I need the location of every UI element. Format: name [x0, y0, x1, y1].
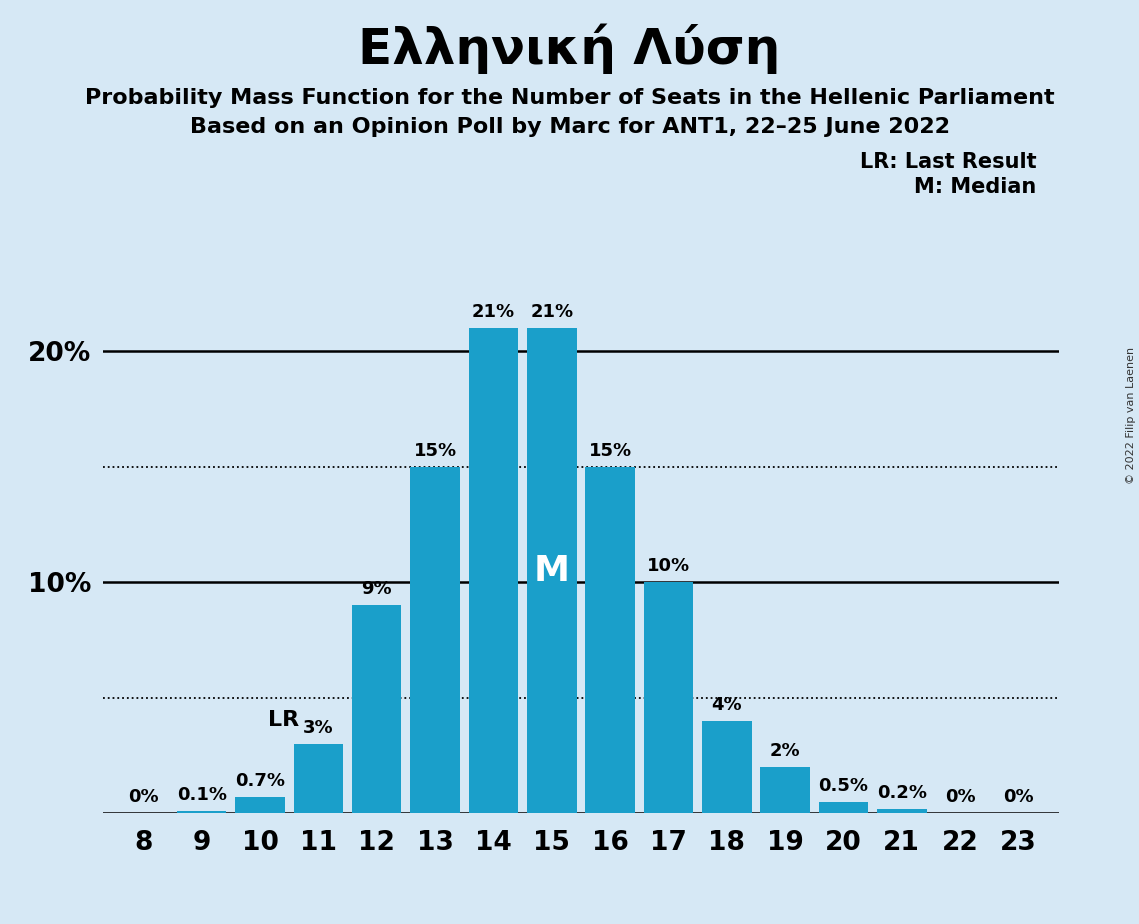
Bar [294, 744, 343, 813]
Bar [819, 802, 868, 813]
Text: Based on an Opinion Poll by Marc for ANT1, 22–25 June 2022: Based on an Opinion Poll by Marc for ANT… [189, 117, 950, 138]
Text: 15%: 15% [589, 442, 632, 460]
Bar [527, 328, 576, 813]
Bar [352, 605, 401, 813]
Bar [468, 328, 518, 813]
Text: 9%: 9% [361, 580, 392, 599]
Text: 0.7%: 0.7% [235, 772, 285, 790]
Text: 21%: 21% [472, 303, 515, 322]
Text: 0%: 0% [128, 788, 158, 806]
Bar [236, 796, 285, 813]
Text: 0.1%: 0.1% [177, 786, 227, 804]
Text: 4%: 4% [712, 696, 741, 713]
Text: 2%: 2% [770, 742, 801, 760]
Text: © 2022 Filip van Laenen: © 2022 Filip van Laenen [1126, 347, 1136, 484]
Bar [877, 808, 926, 813]
Text: 0%: 0% [944, 788, 975, 806]
Bar [585, 467, 634, 813]
Text: 15%: 15% [413, 442, 457, 460]
Text: M: Median: M: Median [915, 177, 1036, 198]
Text: 21%: 21% [530, 303, 573, 322]
Text: Ελληνική Λύση: Ελληνική Λύση [359, 23, 780, 74]
Bar [761, 767, 810, 813]
Bar [644, 582, 694, 813]
Text: LR: Last Result: LR: Last Result [860, 152, 1036, 173]
Bar [410, 467, 460, 813]
Bar [702, 721, 752, 813]
Text: LR: LR [268, 710, 298, 730]
Text: Probability Mass Function for the Number of Seats in the Hellenic Parliament: Probability Mass Function for the Number… [84, 88, 1055, 108]
Text: M: M [534, 553, 570, 588]
Text: 0.5%: 0.5% [819, 777, 868, 795]
Bar [177, 811, 227, 813]
Text: 3%: 3% [303, 719, 334, 737]
Text: 10%: 10% [647, 557, 690, 575]
Text: 0.2%: 0.2% [877, 784, 927, 802]
Text: 0%: 0% [1003, 788, 1034, 806]
